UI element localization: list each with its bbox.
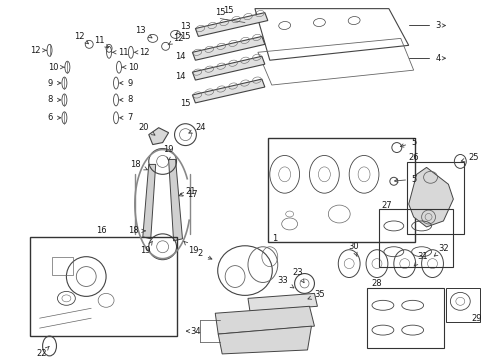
- Text: 32: 32: [434, 244, 449, 256]
- Text: 19: 19: [184, 241, 198, 255]
- Text: 18: 18: [128, 226, 145, 235]
- Polygon shape: [149, 128, 169, 145]
- Text: 15: 15: [223, 6, 233, 15]
- Bar: [379, 209, 453, 267]
- Bar: [51, 257, 74, 275]
- Text: 35: 35: [308, 290, 325, 299]
- Text: 12: 12: [168, 34, 184, 45]
- Text: 15: 15: [180, 32, 191, 41]
- Text: 19: 19: [163, 145, 174, 161]
- Polygon shape: [143, 165, 156, 239]
- Text: 22: 22: [36, 346, 49, 359]
- Text: 11: 11: [94, 36, 108, 48]
- Text: 15: 15: [215, 8, 225, 17]
- Text: 31: 31: [414, 252, 428, 266]
- Text: 14: 14: [175, 72, 186, 81]
- Text: 3: 3: [436, 21, 445, 30]
- Bar: [446, 288, 480, 322]
- Text: 29: 29: [471, 314, 482, 323]
- Polygon shape: [193, 79, 265, 103]
- Text: 14: 14: [175, 52, 186, 61]
- Text: 33: 33: [277, 276, 294, 288]
- Text: 4: 4: [436, 54, 445, 63]
- Text: 6: 6: [48, 113, 61, 122]
- Text: 18: 18: [130, 160, 147, 170]
- Polygon shape: [409, 167, 453, 227]
- Text: 23: 23: [292, 268, 304, 283]
- Text: 2: 2: [198, 249, 212, 259]
- Polygon shape: [169, 159, 182, 241]
- Polygon shape: [193, 36, 265, 60]
- Text: 21: 21: [179, 187, 196, 196]
- Polygon shape: [218, 326, 312, 354]
- Polygon shape: [196, 13, 268, 36]
- Text: 7: 7: [120, 113, 133, 122]
- Text: 20: 20: [139, 123, 155, 135]
- Text: 9: 9: [120, 78, 132, 87]
- Text: 15: 15: [180, 99, 191, 108]
- Bar: [367, 288, 444, 348]
- Text: 5: 5: [394, 175, 416, 184]
- Text: 13: 13: [176, 22, 191, 34]
- Text: 30: 30: [348, 242, 359, 257]
- Text: 11: 11: [112, 48, 128, 57]
- Text: 10: 10: [48, 63, 64, 72]
- Text: 9: 9: [48, 78, 61, 87]
- Polygon shape: [248, 293, 318, 311]
- Text: 13: 13: [136, 26, 152, 38]
- Bar: [268, 138, 415, 242]
- Text: 8: 8: [120, 95, 133, 104]
- Text: 16: 16: [96, 226, 106, 235]
- Bar: [30, 237, 176, 336]
- Text: 26: 26: [408, 153, 419, 162]
- Text: 8: 8: [48, 95, 61, 104]
- Polygon shape: [193, 56, 265, 80]
- Text: 34: 34: [186, 327, 201, 336]
- Text: 12: 12: [134, 48, 150, 57]
- Text: 12: 12: [30, 46, 47, 55]
- Text: 19: 19: [141, 241, 152, 255]
- Text: 5: 5: [400, 138, 416, 147]
- Text: 10: 10: [122, 63, 138, 72]
- Text: 12: 12: [74, 32, 89, 44]
- Text: 1: 1: [272, 234, 277, 243]
- Text: 24: 24: [189, 123, 206, 133]
- Bar: [407, 162, 465, 234]
- Polygon shape: [215, 306, 315, 334]
- Text: 28: 28: [371, 279, 382, 288]
- Text: 25: 25: [461, 153, 478, 162]
- Text: 27: 27: [382, 201, 392, 210]
- Text: 17: 17: [180, 190, 198, 199]
